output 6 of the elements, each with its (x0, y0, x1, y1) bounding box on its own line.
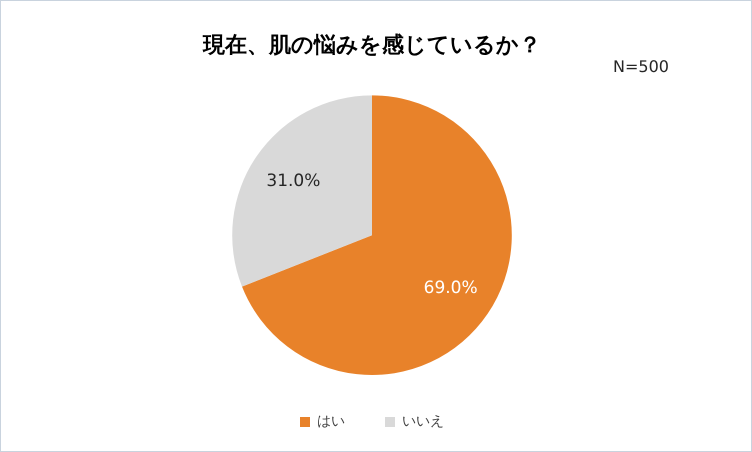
legend-label: はい (317, 414, 345, 430)
legend-label: いいえ (402, 414, 444, 430)
text: N=500 (613, 57, 669, 76)
data-label: 31.0% (266, 171, 320, 192)
chart-title: 現在、肌の悩みを感じているか？ (202, 32, 541, 58)
data-label: 69.0% (424, 278, 478, 298)
